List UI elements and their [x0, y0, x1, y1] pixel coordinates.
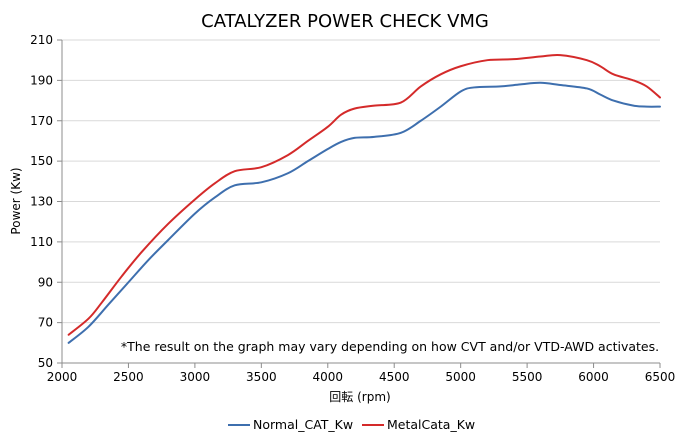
series-line-normal-cat-kw	[67, 81, 661, 344]
y-tick-label-150: 150	[30, 154, 53, 168]
y-tick-label-170: 170	[30, 114, 53, 128]
x-tick-label-5000: 5000	[445, 370, 476, 384]
y-tick-label-50: 50	[38, 356, 53, 370]
x-tick-label-6500: 6500	[645, 370, 676, 384]
x-tick-label-5500: 5500	[512, 370, 543, 384]
x-tick-label-2500: 2500	[113, 370, 144, 384]
y-tick-label-90: 90	[38, 275, 53, 289]
gridlines	[62, 39, 660, 324]
y-axis-title: Power (Kw)	[9, 167, 23, 234]
legend: Normal_CAT_Kw MetalCata_Kw	[228, 417, 475, 432]
x-tick-label-4000: 4000	[313, 370, 344, 384]
chart-title: CATALYZER POWER CHECK VMG	[201, 11, 489, 32]
chart-annotation: *The result on the graph may vary depend…	[121, 339, 659, 354]
legend-label-metal-cata: MetalCata_Kw	[387, 417, 475, 432]
y-tick-label-130: 130	[30, 195, 53, 209]
x-tick-label-6000: 6000	[578, 370, 609, 384]
x-axis-ticks: 2000 2500 3000 3500 4000 4500 5000 5500 6000 6500	[47, 363, 676, 384]
y-tick-label-70: 70	[38, 316, 53, 330]
y-tick-label-210: 210	[30, 33, 53, 47]
x-tick-label-3000: 3000	[180, 370, 211, 384]
legend-label-normal-cat: Normal_CAT_Kw	[253, 417, 353, 432]
x-tick-label-2000: 2000	[47, 370, 78, 384]
series-line-metalcata-kw	[67, 53, 661, 336]
x-tick-label-4500: 4500	[379, 370, 410, 384]
x-tick-label-3500: 3500	[246, 370, 277, 384]
y-axis-ticks: 50 70 90 110 130 150 170 190 210	[30, 33, 62, 370]
x-axis-title: 回転 (rpm)	[329, 390, 390, 404]
y-tick-label-190: 190	[30, 73, 53, 87]
y-tick-label-110: 110	[30, 235, 53, 249]
series-lines	[67, 53, 661, 344]
